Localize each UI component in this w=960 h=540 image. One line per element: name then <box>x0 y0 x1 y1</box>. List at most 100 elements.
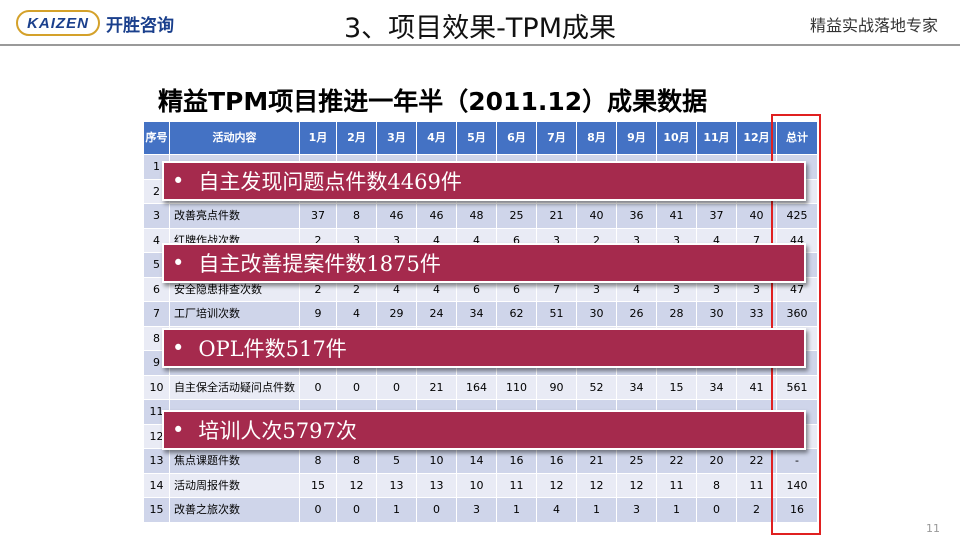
banner-text: 自主改善提案件数1875件 <box>198 252 441 276</box>
table-row: 10 自主保全活动疑问点件数 0 0 0 21 164 110 90 52 34 15 34 41 561 <box>143 374 818 400</box>
column-header: 8月 <box>576 121 617 155</box>
table-cell: 11 <box>736 472 777 498</box>
title-divider <box>0 44 960 46</box>
table-cell: 360 <box>776 301 818 327</box>
table-cell: 3 <box>616 497 657 523</box>
table-cell: 21 <box>576 448 617 474</box>
table-cell: 22 <box>656 448 697 474</box>
logo-badge: KAIZEN <box>16 10 100 36</box>
table-cell: 13 <box>376 472 417 498</box>
table-cell: 4 <box>336 301 377 327</box>
column-header: 序号 <box>143 121 170 155</box>
table-cell: 41 <box>736 374 777 400</box>
table-cell: 0 <box>336 497 377 523</box>
table-cell: 5 <box>376 448 417 474</box>
table-cell: 561 <box>776 374 818 400</box>
column-header: 6月 <box>496 121 537 155</box>
table-cell: 自主保全活动疑问点件数 <box>169 374 300 400</box>
table-cell: 51 <box>536 301 577 327</box>
bullet-icon: • <box>172 251 185 275</box>
table-cell: 25 <box>616 448 657 474</box>
column-header: 活动内容 <box>169 121 300 155</box>
table-cell: 24 <box>416 301 457 327</box>
banner-text: 自主发现问题点件数4469件 <box>198 170 462 194</box>
table-cell: 90 <box>536 374 577 400</box>
table-cell: 1 <box>376 497 417 523</box>
table-cell: 15 <box>143 497 170 523</box>
table-cell: 11 <box>656 472 697 498</box>
table-cell: 30 <box>576 301 617 327</box>
table-cell: 改善亮点件数 <box>169 203 300 229</box>
table-cell: 30 <box>696 301 737 327</box>
table-cell: 62 <box>496 301 537 327</box>
table-cell: 8 <box>696 472 737 498</box>
table-cell: 37 <box>696 203 737 229</box>
column-header: 11月 <box>696 121 737 155</box>
kaizen-logo: KAIZEN 开胜咨询 <box>16 8 174 38</box>
table-cell: 16 <box>536 448 577 474</box>
table-cell: 10 <box>143 374 170 400</box>
table-cell: 22 <box>736 448 777 474</box>
table-cell: 12 <box>576 472 617 498</box>
banner-text: OPL件数517件 <box>198 337 347 361</box>
table-cell: 12 <box>336 472 377 498</box>
table-cell: 16 <box>776 497 818 523</box>
logo-text: KAIZEN <box>27 14 89 32</box>
table-cell: 11 <box>496 472 537 498</box>
banner-training-count: • 培训人次5797次 <box>162 410 806 450</box>
table-cell: 12 <box>536 472 577 498</box>
table-cell: 活动周报件数 <box>169 472 300 498</box>
table-cell: 36 <box>616 203 657 229</box>
column-header: 1月 <box>299 121 337 155</box>
table-cell: 工厂培训次数 <box>169 301 300 327</box>
table-row: 3 改善亮点件数 37 8 46 46 48 25 21 40 36 41 37 40 425 <box>143 203 818 229</box>
total-column-highlight <box>771 114 821 535</box>
table-cell: 21 <box>536 203 577 229</box>
table-cell: 21 <box>416 374 457 400</box>
table-cell: 10 <box>416 448 457 474</box>
table-header-row: 序号 活动内容 1月 2月 3月 4月 5月 6月 7月 8月 9月 10月 11月 12月 总计 <box>143 121 818 155</box>
column-header: 2月 <box>336 121 377 155</box>
table-cell: 52 <box>576 374 617 400</box>
table-cell: 0 <box>299 497 337 523</box>
table-cell: 焦点课题件数 <box>169 448 300 474</box>
table-cell: 26 <box>616 301 657 327</box>
table-cell: 110 <box>496 374 537 400</box>
table-cell: 29 <box>376 301 417 327</box>
table-row: 7 工厂培训次数 9 4 29 24 34 62 51 30 26 28 30 33 360 <box>143 301 818 327</box>
column-header: 12月 <box>736 121 777 155</box>
table-cell: 改善之旅次数 <box>169 497 300 523</box>
table-cell: 20 <box>696 448 737 474</box>
table-cell: 34 <box>616 374 657 400</box>
table-cell: 8 <box>336 448 377 474</box>
table-cell: 1 <box>656 497 697 523</box>
page-number: 11 <box>926 522 940 535</box>
table-cell: 46 <box>376 203 417 229</box>
table-cell: 10 <box>456 472 497 498</box>
table-cell: 33 <box>736 301 777 327</box>
table-cell: 425 <box>776 203 818 229</box>
banner-text: 培训人次5797次 <box>198 419 357 443</box>
table-cell: 41 <box>656 203 697 229</box>
table-cell: 1 <box>576 497 617 523</box>
table-cell: 15 <box>656 374 697 400</box>
table-cell: 13 <box>416 472 457 498</box>
table-cell: 3 <box>143 203 170 229</box>
table-cell: 37 <box>299 203 337 229</box>
column-header: 3月 <box>376 121 417 155</box>
table-cell: 15 <box>299 472 337 498</box>
table-cell: 46 <box>416 203 457 229</box>
table-cell: 164 <box>456 374 497 400</box>
table-cell: 40 <box>576 203 617 229</box>
table-cell: 0 <box>696 497 737 523</box>
tagline: 精益实战落地专家 <box>809 16 938 35</box>
table-cell: 13 <box>143 448 170 474</box>
headline: 精益TPM项目推进一年半（2011.12）成果数据 <box>158 87 708 116</box>
bullet-icon: • <box>172 169 185 193</box>
table-cell: 9 <box>299 301 337 327</box>
table-row: 6 安全隐患排查次数 2 2 4 4 6 6 7 3 4 3 3 3 47 <box>143 276 818 302</box>
bullet-icon: • <box>172 418 185 442</box>
column-header: 7月 <box>536 121 577 155</box>
table-row: 14 活动周报件数 15 12 13 13 10 11 12 12 12 11 8 11 140 <box>143 472 818 498</box>
table-cell: 25 <box>496 203 537 229</box>
